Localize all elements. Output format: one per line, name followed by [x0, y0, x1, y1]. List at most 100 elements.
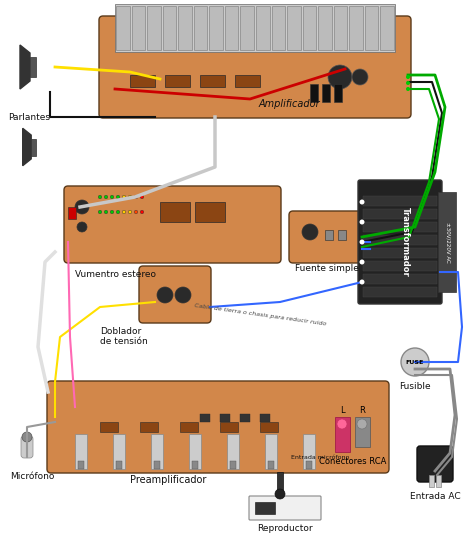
- Circle shape: [406, 75, 410, 79]
- Circle shape: [157, 287, 173, 303]
- Circle shape: [352, 69, 368, 85]
- Bar: [363, 261, 437, 271]
- Circle shape: [140, 195, 144, 199]
- Circle shape: [134, 195, 138, 199]
- Text: Entrada AC: Entrada AC: [410, 492, 460, 501]
- Circle shape: [122, 195, 126, 199]
- FancyBboxPatch shape: [21, 436, 33, 458]
- Bar: [436, 475, 441, 487]
- Text: Amplificador: Amplificador: [258, 99, 320, 109]
- Bar: [178, 6, 192, 50]
- Circle shape: [275, 489, 285, 499]
- Bar: [287, 6, 301, 50]
- FancyBboxPatch shape: [139, 266, 211, 323]
- Bar: [31, 139, 36, 156]
- Circle shape: [359, 200, 365, 205]
- Bar: [115, 4, 395, 52]
- Circle shape: [98, 195, 102, 199]
- Circle shape: [128, 195, 132, 199]
- FancyBboxPatch shape: [417, 446, 453, 482]
- Bar: [130, 75, 155, 87]
- Text: Reproductor: Reproductor: [257, 524, 313, 533]
- Bar: [75, 434, 87, 469]
- Text: Parlantes: Parlantes: [8, 112, 50, 121]
- Circle shape: [128, 211, 132, 214]
- Circle shape: [77, 222, 87, 232]
- Bar: [68, 207, 76, 219]
- Circle shape: [116, 195, 120, 199]
- Text: Fuente simple: Fuente simple: [295, 264, 359, 273]
- FancyBboxPatch shape: [99, 16, 411, 118]
- Bar: [160, 202, 190, 222]
- Bar: [195, 202, 225, 222]
- Bar: [220, 422, 238, 432]
- Text: Doblador
de tensión: Doblador de tensión: [100, 327, 148, 346]
- Bar: [154, 461, 160, 469]
- Bar: [194, 6, 207, 50]
- Bar: [363, 196, 437, 206]
- Bar: [355, 417, 370, 447]
- Bar: [429, 475, 434, 487]
- Text: Entrada micrófono: Entrada micrófono: [291, 455, 349, 460]
- Bar: [363, 248, 437, 258]
- Bar: [438, 192, 456, 292]
- Text: Preamplificador: Preamplificador: [130, 475, 206, 485]
- Text: FUSE: FUSE: [406, 359, 424, 365]
- FancyBboxPatch shape: [64, 186, 281, 263]
- Circle shape: [98, 211, 102, 214]
- Bar: [210, 6, 223, 50]
- Circle shape: [122, 211, 126, 214]
- Circle shape: [359, 220, 365, 224]
- Bar: [147, 6, 161, 50]
- Bar: [192, 461, 198, 469]
- Circle shape: [337, 419, 347, 429]
- Bar: [260, 414, 270, 422]
- Text: Vumentro estereo: Vumentro estereo: [75, 270, 156, 279]
- Circle shape: [175, 287, 191, 303]
- Bar: [363, 274, 437, 284]
- Circle shape: [104, 195, 108, 199]
- Text: L: L: [340, 406, 344, 415]
- Circle shape: [302, 224, 318, 240]
- Bar: [78, 461, 84, 469]
- Circle shape: [22, 432, 32, 442]
- FancyBboxPatch shape: [358, 180, 442, 304]
- Bar: [189, 434, 201, 469]
- Circle shape: [75, 200, 89, 214]
- Bar: [240, 6, 254, 50]
- Bar: [363, 287, 437, 297]
- Bar: [30, 57, 36, 77]
- Circle shape: [328, 65, 352, 89]
- Text: Fusible: Fusible: [399, 382, 431, 391]
- Bar: [338, 230, 346, 240]
- Bar: [349, 6, 363, 50]
- FancyBboxPatch shape: [289, 211, 371, 263]
- Bar: [334, 6, 347, 50]
- Bar: [180, 422, 198, 432]
- Bar: [303, 434, 315, 469]
- Bar: [100, 422, 118, 432]
- Bar: [334, 84, 342, 102]
- Bar: [265, 434, 277, 469]
- Circle shape: [359, 240, 365, 244]
- Circle shape: [359, 279, 365, 285]
- Bar: [310, 84, 318, 102]
- Bar: [260, 422, 278, 432]
- FancyBboxPatch shape: [249, 496, 321, 520]
- Bar: [220, 414, 230, 422]
- Bar: [113, 434, 125, 469]
- Circle shape: [357, 419, 367, 429]
- Circle shape: [359, 259, 365, 265]
- Text: ±30V/220V AC: ±30V/220V AC: [446, 222, 450, 263]
- Circle shape: [406, 87, 410, 91]
- Bar: [303, 6, 316, 50]
- Bar: [116, 6, 129, 50]
- Bar: [235, 75, 260, 87]
- Bar: [163, 6, 176, 50]
- FancyBboxPatch shape: [47, 381, 389, 473]
- Bar: [277, 472, 283, 494]
- Bar: [363, 209, 437, 219]
- Circle shape: [401, 348, 429, 376]
- Bar: [322, 84, 330, 102]
- Bar: [132, 6, 145, 50]
